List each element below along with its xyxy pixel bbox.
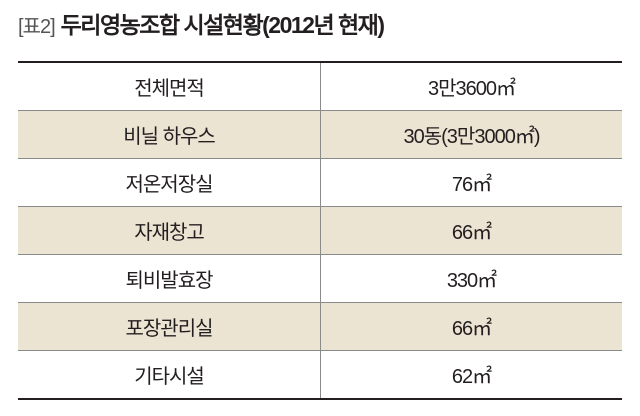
facility-size: 330㎡ [320,254,622,303]
table-label: [표2] [18,16,56,38]
facility-size: 30동(3만3000㎡) [320,110,622,159]
facility-size: 76㎡ [320,158,622,207]
table-row: 포장관리실 66㎡ [18,302,622,351]
table-row: 비닐 하우스 30동(3만3000㎡) [18,110,622,159]
table-row: 자재창고 66㎡ [18,206,622,255]
table-title: 두리영농조합 시설현황(2012년 현재) [60,12,385,38]
facility-size: 66㎡ [320,302,622,351]
facility-name: 저온저장실 [18,158,321,207]
facility-table: 전체면적 3만3600㎡ 비닐 하우스 30동(3만3000㎡) 저온저장실 76㎡ 자재창… [18,61,622,400]
table-row: 전체면적 3만3600㎡ [18,62,622,111]
facility-name: 비닐 하우스 [18,110,321,159]
facility-size: 62㎡ [451,366,492,388]
table-body: 전체면적 3만3600㎡ 비닐 하우스 30동(3만3000㎡) 저온저장실 76㎡ 자재창… [18,62,622,399]
facility-name: 포장관리실 [18,302,321,351]
header: [표2] 두리영농조합 시설현황(2012년 현재) [18,6,385,42]
table-row: 퇴비발효장 330㎡ [18,254,622,303]
facility-size: 66㎡ [320,206,622,255]
table-row: 저온저장실 76㎡ [18,158,622,207]
facility-size: 3만3600㎡ [320,62,622,111]
facility-name: 자재창고 [18,206,321,255]
facility-name: 퇴비발효장 [18,254,321,303]
table-row: 기타시설 62㎡ [18,350,622,399]
facility-name: 기타시설 [18,350,321,399]
facility-name: 전체면적 [18,62,321,111]
